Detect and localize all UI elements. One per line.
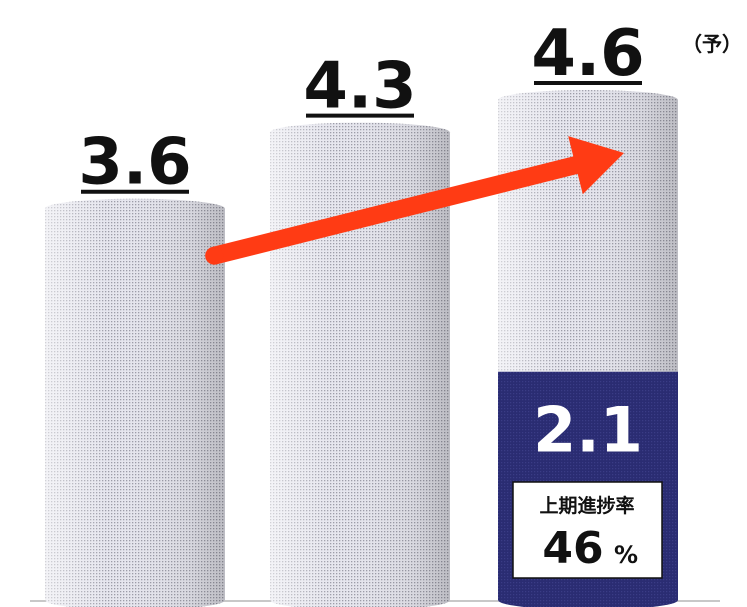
first-half-value-label: 2.1 bbox=[533, 394, 643, 467]
bar-1 bbox=[45, 199, 225, 607]
first-half-progress-box: 上期進捗率 46 % bbox=[513, 482, 662, 578]
progress-value: 46 bbox=[542, 523, 603, 574]
progress-unit: % bbox=[614, 541, 638, 569]
value-label-1: 3.6 bbox=[78, 126, 191, 200]
progress-caption: 上期進捗率 bbox=[539, 494, 634, 517]
forecast-marker: （予） bbox=[682, 32, 742, 56]
trend-arrow-tail bbox=[205, 247, 223, 265]
bar-1-shading bbox=[45, 199, 225, 607]
value-label-2: 4.3 bbox=[303, 50, 416, 124]
value-label-3: 4.6 bbox=[531, 17, 644, 91]
